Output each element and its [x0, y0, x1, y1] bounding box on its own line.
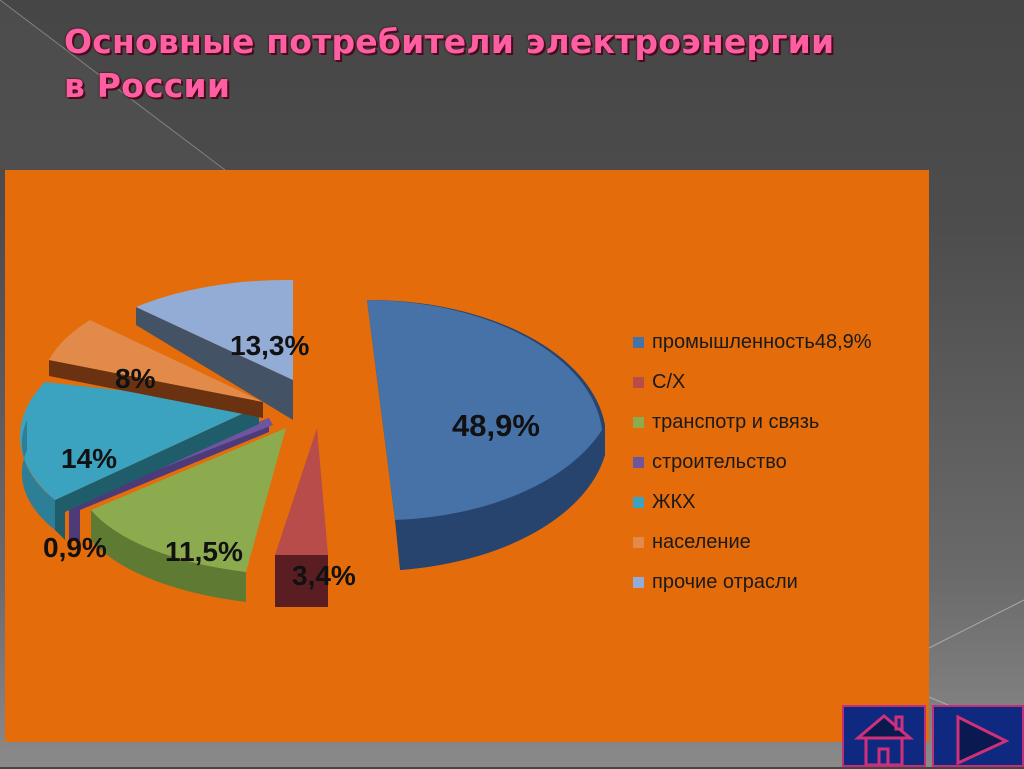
legend-label: С/Х — [652, 370, 686, 393]
label-housing: 14% — [61, 443, 118, 474]
home-icon — [853, 714, 915, 767]
chart-panel: 48,9% 3,4% 11,5% 0,9% 14% 8% 13,3% промы… — [5, 170, 929, 742]
legend-item-agri: С/Х — [633, 362, 872, 402]
slice-population — [49, 320, 263, 418]
label-industry: 48,9% — [452, 408, 540, 443]
play-next-icon — [956, 714, 1010, 766]
legend-swatch — [633, 496, 644, 508]
title-line-2: в России — [64, 66, 231, 105]
label-construction: 0,9% — [43, 532, 107, 563]
page-title: Основные потребители электроэнергии в Ро… — [64, 20, 834, 108]
label-other: 13,3% — [230, 330, 310, 361]
legend-label: прочие отрасли — [652, 570, 798, 593]
label-agri: 3,4% — [292, 560, 356, 591]
legend-item-population: население — [633, 522, 872, 562]
legend-label: транспотр и связь — [652, 410, 820, 433]
legend-label: строительство — [652, 450, 787, 473]
slice-industry — [367, 299, 605, 570]
home-button[interactable] — [842, 705, 926, 767]
legend-swatch — [633, 536, 644, 548]
legend-swatch — [633, 416, 644, 428]
legend-item-transport: транспотр и связь — [633, 402, 872, 442]
chart-legend: промышленность48,9% С/Х транспотр и связ… — [633, 322, 872, 602]
legend-label: население — [652, 530, 751, 553]
legend-item-housing: ЖКХ — [633, 482, 872, 522]
legend-label: ЖКХ — [652, 490, 696, 513]
slice-other — [136, 279, 293, 420]
pie-chart — [20, 279, 605, 607]
legend-swatch — [633, 376, 644, 388]
label-population: 8% — [115, 363, 156, 394]
legend-label: промышленность48,9% — [652, 330, 872, 353]
legend-swatch — [633, 456, 644, 468]
slice-agri — [275, 428, 328, 607]
legend-item-other: прочие отрасли — [633, 562, 872, 602]
slice-transport — [91, 428, 286, 602]
legend-item-industry: промышленность48,9% — [633, 322, 872, 362]
next-slide-button[interactable] — [932, 705, 1024, 767]
slice-housing — [20, 382, 259, 540]
legend-item-construction: строительство — [633, 442, 872, 482]
legend-swatch — [633, 336, 644, 348]
title-line-1: Основные потребители электроэнергии — [64, 22, 835, 61]
label-transport: 11,5% — [165, 536, 243, 567]
legend-swatch — [633, 576, 644, 588]
